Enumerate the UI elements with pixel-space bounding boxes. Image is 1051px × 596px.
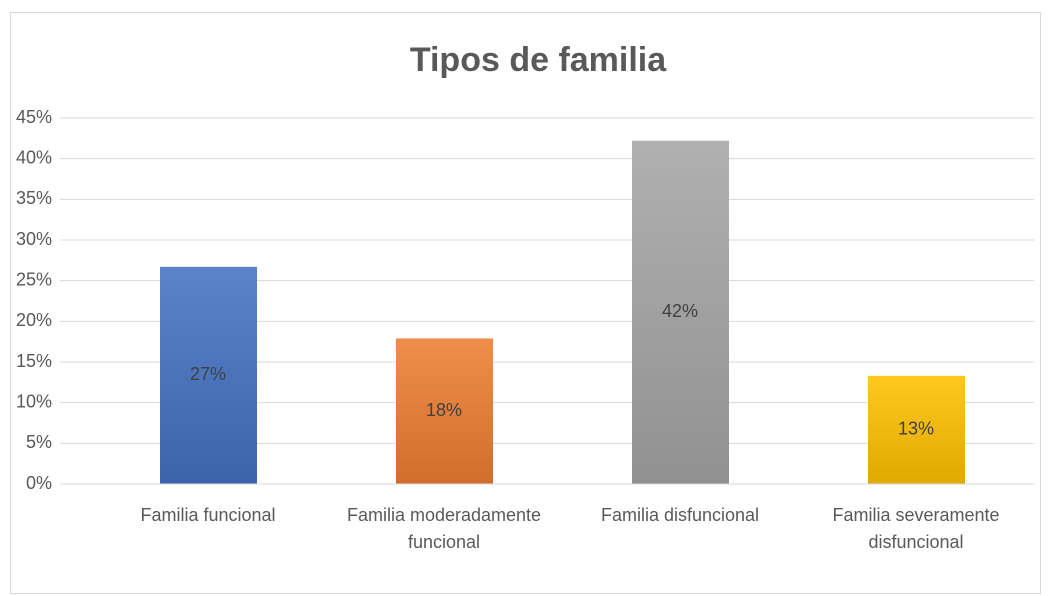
bar (396, 338, 493, 484)
bar (868, 375, 965, 484)
y-tick-label: 5% (26, 432, 52, 452)
bar (632, 140, 729, 485)
y-tick-label: 30% (16, 229, 52, 249)
x-tick-label: Familia funcional (140, 505, 276, 525)
y-tick-label: 40% (16, 147, 52, 167)
y-tick-label: 45% (16, 107, 52, 127)
data-label: 27% (190, 364, 226, 384)
y-tick-label: 20% (16, 310, 52, 330)
x-tick-label: Familia severamente disfuncional (832, 505, 1000, 552)
y-tick-label: 35% (16, 188, 52, 208)
x-tick-label: Familia moderadamente funcional (346, 505, 542, 552)
bar (160, 266, 257, 484)
y-tick-label: 15% (16, 351, 52, 371)
chart-title: Tipos de familia (410, 41, 667, 79)
data-label: 13% (898, 419, 934, 439)
x-tick-label: Familia disfuncional (600, 505, 760, 525)
y-tick-label: 25% (16, 269, 52, 289)
y-tick-label: 0% (26, 473, 52, 493)
data-label: 18% (426, 400, 462, 420)
y-tick-label: 10% (16, 391, 52, 411)
data-label: 42% (662, 301, 698, 321)
